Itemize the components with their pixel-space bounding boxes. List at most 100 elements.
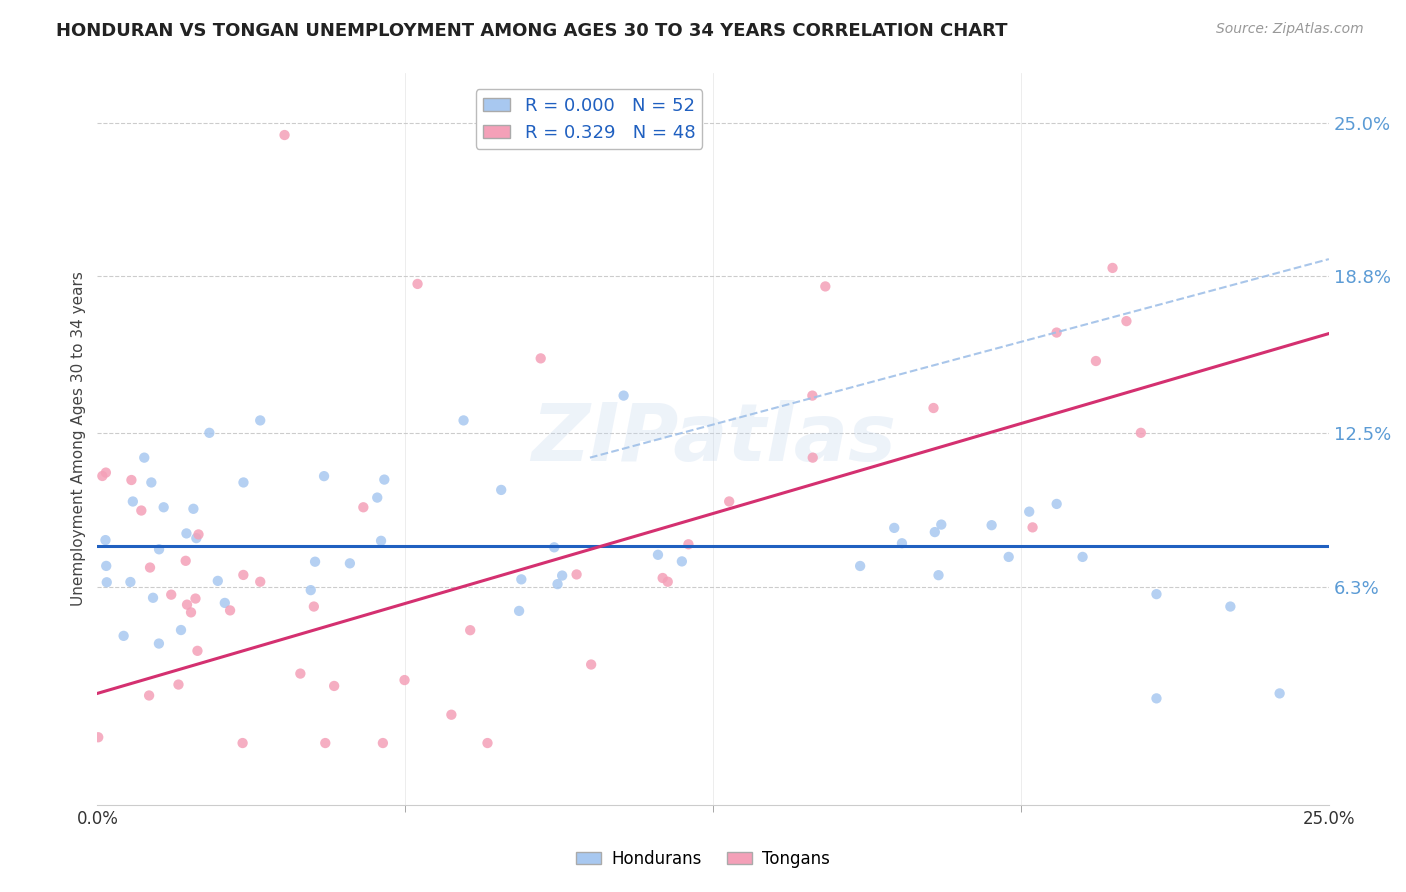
Point: [678, 537, 700, 551]
Point: [148, 636, 170, 650]
Point: [249, 413, 271, 427]
Point: [152, 500, 174, 515]
Point: [339, 557, 361, 571]
Point: [890, 536, 912, 550]
Point: [121, 494, 143, 508]
Point: [657, 574, 679, 589]
Point: [141, 475, 163, 490]
Point: [801, 450, 824, 465]
Point: [87, 731, 110, 745]
Point: [352, 500, 374, 515]
Legend: R = 0.000   N = 52, R = 0.329   N = 48: R = 0.000 N = 52, R = 0.329 N = 48: [475, 89, 703, 149]
Point: [180, 606, 202, 620]
Point: [1084, 354, 1107, 368]
Point: [1146, 691, 1168, 706]
Point: [187, 527, 209, 541]
Point: [922, 401, 945, 415]
Point: [299, 583, 322, 598]
Point: [373, 473, 395, 487]
Point: [1046, 497, 1069, 511]
Point: [184, 591, 207, 606]
Point: [458, 624, 481, 638]
Point: [96, 558, 118, 573]
Point: [174, 554, 197, 568]
Point: [186, 531, 208, 545]
Point: [718, 494, 741, 508]
Point: [176, 598, 198, 612]
Point: [508, 604, 530, 618]
Point: [929, 517, 952, 532]
Point: [1268, 686, 1291, 700]
Point: [477, 736, 499, 750]
Point: [94, 533, 117, 548]
Point: [232, 568, 254, 582]
Point: [1046, 326, 1069, 340]
Point: [647, 548, 669, 562]
Point: [849, 559, 872, 574]
Text: Source: ZipAtlas.com: Source: ZipAtlas.com: [1216, 22, 1364, 37]
Point: [579, 657, 602, 672]
Point: [489, 483, 512, 497]
Point: [131, 503, 153, 517]
Point: [273, 128, 295, 142]
Point: [928, 568, 950, 582]
Point: [198, 425, 221, 440]
Point: [980, 518, 1002, 533]
Point: [94, 466, 117, 480]
Point: [148, 542, 170, 557]
Point: [801, 388, 824, 402]
Point: [453, 413, 475, 427]
Point: [186, 644, 208, 658]
Point: [530, 351, 553, 366]
Point: [924, 525, 946, 540]
Point: [394, 673, 416, 687]
Point: [314, 736, 336, 750]
Text: ZIPatlas: ZIPatlas: [530, 400, 896, 478]
Point: [170, 623, 193, 637]
Point: [232, 736, 254, 750]
Point: [207, 574, 229, 588]
Point: [214, 596, 236, 610]
Point: [651, 571, 673, 585]
Point: [366, 491, 388, 505]
Point: [1101, 260, 1123, 275]
Point: [671, 554, 693, 568]
Point: [406, 277, 429, 291]
Point: [183, 501, 205, 516]
Point: [142, 591, 165, 605]
Point: [176, 526, 198, 541]
Point: [120, 473, 142, 487]
Point: [1115, 314, 1137, 328]
Point: [290, 666, 312, 681]
Point: [814, 279, 837, 293]
Point: [232, 475, 254, 490]
Point: [91, 469, 114, 483]
Point: [547, 577, 569, 591]
Text: HONDURAN VS TONGAN UNEMPLOYMENT AMONG AGES 30 TO 34 YEARS CORRELATION CHART: HONDURAN VS TONGAN UNEMPLOYMENT AMONG AG…: [56, 22, 1008, 40]
Point: [1018, 505, 1040, 519]
Point: [1071, 549, 1094, 564]
Y-axis label: Unemployment Among Ages 30 to 34 years: Unemployment Among Ages 30 to 34 years: [72, 271, 86, 607]
Point: [370, 533, 392, 548]
Point: [1021, 520, 1043, 534]
Point: [219, 603, 242, 617]
Point: [510, 573, 533, 587]
Point: [440, 707, 463, 722]
Point: [120, 574, 142, 589]
Point: [160, 588, 183, 602]
Point: [304, 555, 326, 569]
Point: [112, 629, 135, 643]
Point: [883, 521, 905, 535]
Point: [1129, 425, 1152, 440]
Point: [249, 574, 271, 589]
Point: [167, 677, 190, 691]
Legend: Hondurans, Tongans: Hondurans, Tongans: [569, 844, 837, 875]
Point: [96, 575, 118, 590]
Point: [1146, 587, 1168, 601]
Point: [134, 450, 156, 465]
Point: [613, 388, 636, 402]
Point: [312, 469, 335, 483]
Point: [302, 599, 325, 614]
Point: [997, 549, 1019, 564]
Point: [1219, 599, 1241, 614]
